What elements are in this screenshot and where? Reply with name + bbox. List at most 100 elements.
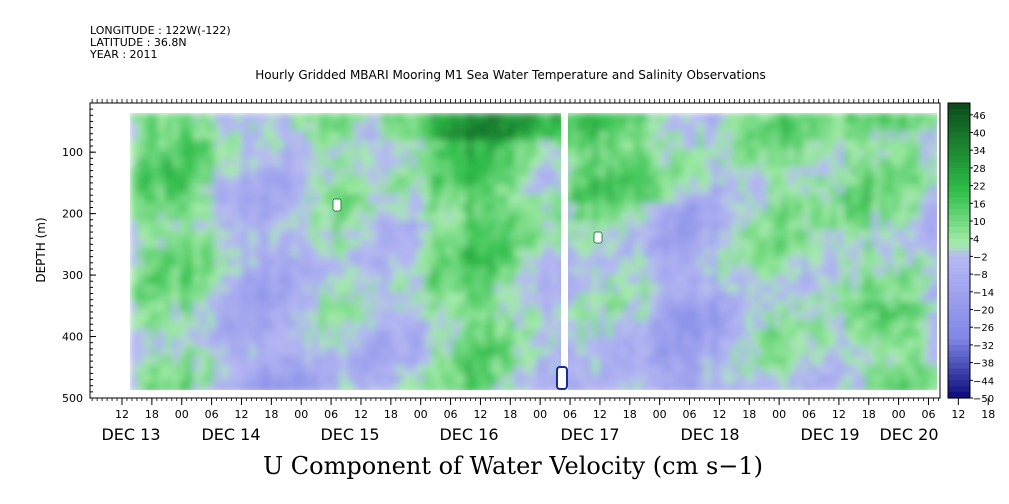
field-cell xyxy=(305,239,313,249)
field-cell xyxy=(207,140,215,150)
field-cell xyxy=(879,374,887,384)
field-cell xyxy=(368,329,376,339)
field-cell xyxy=(641,239,649,249)
field-cell xyxy=(907,230,915,240)
field-cell xyxy=(368,365,376,375)
field-cell xyxy=(515,329,523,339)
field-cell xyxy=(648,275,656,285)
field-cell xyxy=(186,329,194,339)
field-cell xyxy=(606,284,614,294)
field-cell xyxy=(529,167,537,177)
field-cell xyxy=(382,140,390,150)
field-cell xyxy=(354,266,362,276)
field-cell xyxy=(585,347,593,357)
field-cell xyxy=(830,122,838,132)
field-cell xyxy=(732,140,740,150)
field-cell xyxy=(466,194,474,204)
field-cell xyxy=(739,347,747,357)
field-cell xyxy=(746,347,754,357)
field-cell xyxy=(424,221,432,231)
field-cell xyxy=(837,365,845,375)
field-cell xyxy=(242,248,250,258)
field-cell xyxy=(382,239,390,249)
field-cell xyxy=(368,185,376,195)
field-cell xyxy=(725,266,733,276)
field-cell xyxy=(585,239,593,249)
field-cell xyxy=(515,149,523,159)
field-cell xyxy=(179,329,187,339)
field-cell xyxy=(347,311,355,321)
field-cell xyxy=(361,293,369,303)
colorbar-segment xyxy=(948,297,970,305)
field-cell xyxy=(816,122,824,132)
field-cell xyxy=(585,365,593,375)
field-cell xyxy=(487,203,495,213)
field-cell xyxy=(725,239,733,249)
field-cell xyxy=(690,338,698,348)
field-cell xyxy=(263,275,271,285)
field-cell xyxy=(151,176,159,186)
field-cell xyxy=(753,212,761,222)
field-cell xyxy=(291,311,299,321)
field-cell xyxy=(452,221,460,231)
field-cell xyxy=(858,374,866,384)
field-cell xyxy=(214,374,222,384)
field-cell xyxy=(690,149,698,159)
field-cell xyxy=(340,212,348,222)
field-cell xyxy=(634,293,642,303)
field-cell xyxy=(809,266,817,276)
field-cell xyxy=(711,365,719,375)
field-cell xyxy=(823,185,831,195)
field-cell xyxy=(697,302,705,312)
field-cell xyxy=(774,311,782,321)
field-cell xyxy=(284,302,292,312)
field-cell xyxy=(515,140,523,150)
field-cell xyxy=(893,230,901,240)
field-cell xyxy=(417,365,425,375)
field-cell xyxy=(249,293,257,303)
field-cell xyxy=(459,374,467,384)
field-cell xyxy=(186,140,194,150)
field-cell xyxy=(872,113,880,123)
field-cell xyxy=(690,239,698,249)
field-cell xyxy=(445,302,453,312)
field-cell xyxy=(662,320,670,330)
field-cell xyxy=(480,203,488,213)
field-cell xyxy=(256,158,264,168)
field-cell xyxy=(816,221,824,231)
field-cell xyxy=(165,293,173,303)
field-cell xyxy=(494,230,502,240)
field-cell xyxy=(907,311,915,321)
field-cell xyxy=(172,158,180,168)
field-cell xyxy=(284,113,292,123)
field-cell xyxy=(424,167,432,177)
field-cell xyxy=(830,329,838,339)
field-cell xyxy=(368,275,376,285)
field-cell xyxy=(529,194,537,204)
field-cell xyxy=(620,239,628,249)
field-cell xyxy=(683,185,691,195)
field-cell xyxy=(823,293,831,303)
field-cell xyxy=(599,167,607,177)
field-cell xyxy=(193,248,201,258)
field-cell xyxy=(466,248,474,258)
field-cell xyxy=(802,194,810,204)
field-cell xyxy=(487,266,495,276)
field-cell xyxy=(683,275,691,285)
field-cell xyxy=(256,284,264,294)
field-cell xyxy=(795,257,803,267)
field-cell xyxy=(620,203,628,213)
field-cell xyxy=(795,347,803,357)
field-cell xyxy=(585,203,593,213)
field-cell xyxy=(606,239,614,249)
field-cell xyxy=(655,311,663,321)
colorbar-label: −26 xyxy=(973,323,994,334)
field-cell xyxy=(592,284,600,294)
field-cell xyxy=(578,131,586,141)
field-cell xyxy=(795,185,803,195)
field-cell xyxy=(788,257,796,267)
field-cell xyxy=(872,122,880,132)
field-cell xyxy=(851,293,859,303)
field-cell xyxy=(291,383,299,390)
field-cell xyxy=(858,212,866,222)
